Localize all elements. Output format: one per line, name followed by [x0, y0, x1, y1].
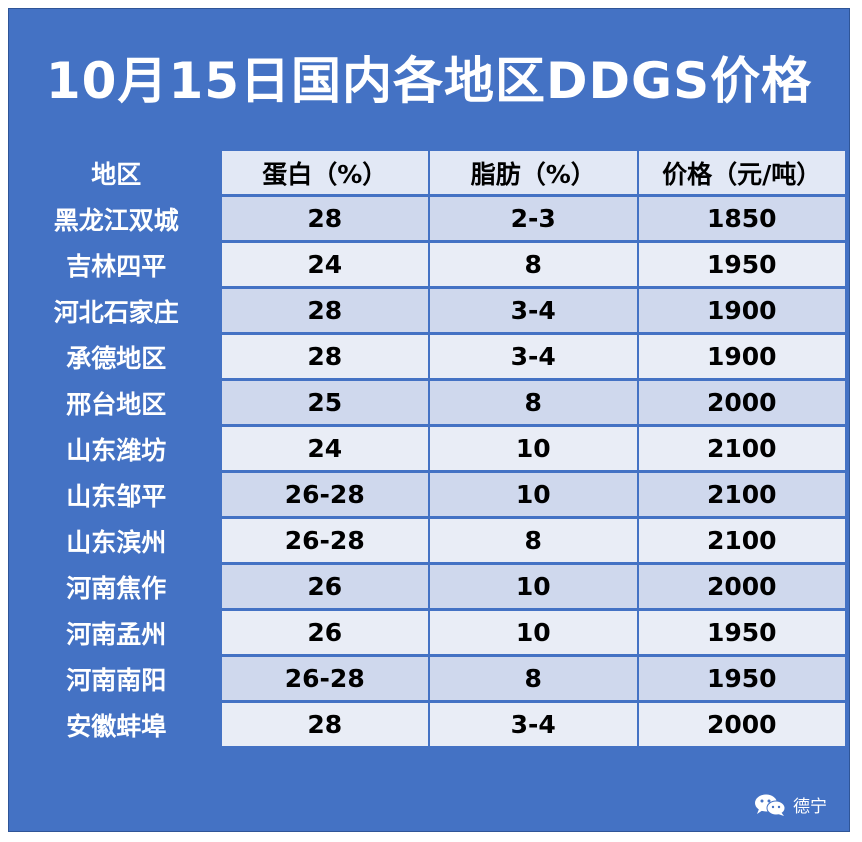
region-cell: 山东邹平 — [13, 473, 220, 516]
price-cell: 1950 — [638, 657, 845, 700]
table-row: 邢台地区 25 8 2000 — [13, 381, 845, 424]
region-cell: 河南孟州 — [13, 611, 220, 654]
fat-cell: 3-4 — [430, 703, 637, 746]
price-cell: 2000 — [638, 381, 845, 424]
header-price: 价格（元/吨） — [638, 151, 845, 194]
fat-cell: 10 — [430, 473, 637, 516]
region-cell: 山东滨州 — [13, 519, 220, 562]
fat-cell: 10 — [430, 611, 637, 654]
fat-cell: 8 — [430, 519, 637, 562]
region-cell: 黑龙江双城 — [13, 197, 220, 240]
price-cell: 2000 — [638, 703, 845, 746]
table-header-row: 地区 蛋白（%） 脂肪（%） 价格（元/吨） — [13, 151, 845, 194]
price-cell: 2100 — [638, 427, 845, 470]
table-row: 山东滨州 26-28 8 2100 — [13, 519, 845, 562]
fat-cell: 8 — [430, 657, 637, 700]
table-row: 山东潍坊 24 10 2100 — [13, 427, 845, 470]
price-cell: 1950 — [638, 611, 845, 654]
header-protein: 蛋白（%） — [221, 151, 428, 194]
watermark: 德宁 — [753, 792, 827, 817]
table-row: 河南焦作 26 10 2000 — [13, 565, 845, 608]
protein-cell: 28 — [221, 289, 428, 332]
header-fat: 脂肪（%） — [430, 151, 637, 194]
fat-cell: 8 — [430, 381, 637, 424]
price-cell: 2000 — [638, 565, 845, 608]
fat-cell: 3-4 — [430, 289, 637, 332]
protein-cell: 26-28 — [221, 657, 428, 700]
fat-cell: 3-4 — [430, 335, 637, 378]
price-cell: 1900 — [638, 289, 845, 332]
table-row: 黑龙江双城 28 2-3 1850 — [13, 197, 845, 240]
header-region: 地区 — [13, 151, 220, 194]
price-table: 地区 蛋白（%） 脂肪（%） 价格（元/吨） 黑龙江双城 28 2-3 1850 吉林四… — [11, 148, 847, 749]
fat-cell: 8 — [430, 243, 637, 286]
protein-cell: 24 — [221, 427, 428, 470]
protein-cell: 26-28 — [221, 473, 428, 516]
protein-cell: 25 — [221, 381, 428, 424]
price-cell: 2100 — [638, 473, 845, 516]
table-row: 河北石家庄 28 3-4 1900 — [13, 289, 845, 332]
region-cell: 邢台地区 — [13, 381, 220, 424]
region-cell: 安徽蚌埠 — [13, 703, 220, 746]
fat-cell: 10 — [430, 427, 637, 470]
protein-cell: 28 — [221, 703, 428, 746]
protein-cell: 26 — [221, 565, 428, 608]
price-cell: 1900 — [638, 335, 845, 378]
region-cell: 河北石家庄 — [13, 289, 220, 332]
protein-cell: 26-28 — [221, 519, 428, 562]
price-cell: 1950 — [638, 243, 845, 286]
table-row: 河南南阳 26-28 8 1950 — [13, 657, 845, 700]
table-row: 吉林四平 24 8 1950 — [13, 243, 845, 286]
fat-cell: 10 — [430, 565, 637, 608]
table-row: 安徽蚌埠 28 3-4 2000 — [13, 703, 845, 746]
watermark-text: 德宁 — [793, 797, 827, 817]
protein-cell: 24 — [221, 243, 428, 286]
table-row: 河南孟州 26 10 1950 — [13, 611, 845, 654]
price-cell: 2100 — [638, 519, 845, 562]
wechat-icon — [753, 793, 787, 817]
region-cell: 承德地区 — [13, 335, 220, 378]
price-table-panel: 10月15日国内各地区DDGS价格 地区 蛋白（%） 脂肪（%） 价格（元/吨）… — [8, 8, 850, 832]
table-row: 承德地区 28 3-4 1900 — [13, 335, 845, 378]
fat-cell: 2-3 — [430, 197, 637, 240]
price-cell: 1850 — [638, 197, 845, 240]
region-cell: 河南焦作 — [13, 565, 220, 608]
region-cell: 河南南阳 — [13, 657, 220, 700]
protein-cell: 28 — [221, 197, 428, 240]
protein-cell: 26 — [221, 611, 428, 654]
page-title: 10月15日国内各地区DDGS价格 — [45, 52, 813, 110]
region-cell: 吉林四平 — [13, 243, 220, 286]
protein-cell: 28 — [221, 335, 428, 378]
table-row: 山东邹平 26-28 10 2100 — [13, 473, 845, 516]
region-cell: 山东潍坊 — [13, 427, 220, 470]
